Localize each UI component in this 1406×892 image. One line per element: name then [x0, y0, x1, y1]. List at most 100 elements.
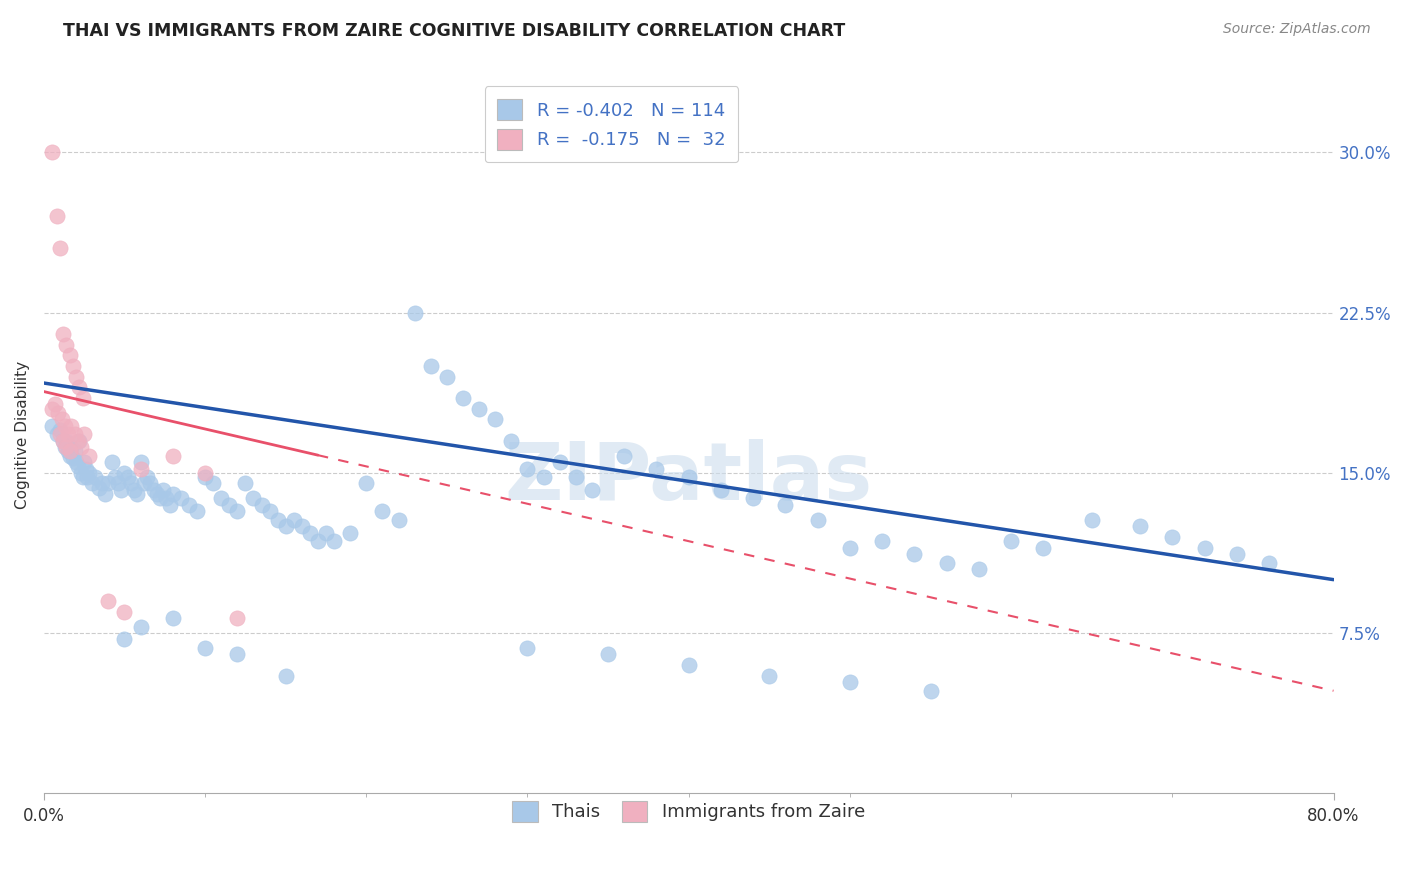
Point: [104, 470, 127, 484]
Point: [710, 483, 733, 497]
Point: [120, 476, 142, 491]
Point: [97, 594, 120, 608]
Point: [226, 611, 249, 625]
Point: [97, 476, 120, 491]
Point: [298, 525, 321, 540]
Point: [274, 669, 297, 683]
Point: [274, 519, 297, 533]
Point: [76, 470, 98, 484]
Point: [129, 455, 152, 469]
Point: [52, 434, 75, 448]
Point: [70, 466, 93, 480]
Point: [129, 620, 152, 634]
Point: [565, 470, 588, 484]
Point: [315, 525, 337, 540]
Point: [49, 427, 72, 442]
Point: [1129, 519, 1152, 533]
Point: [55, 337, 77, 351]
Point: [581, 483, 603, 497]
Point: [114, 632, 136, 647]
Point: [516, 640, 538, 655]
Point: [87, 481, 110, 495]
Point: [758, 669, 780, 683]
Point: [66, 434, 89, 448]
Point: [920, 683, 942, 698]
Point: [1080, 513, 1102, 527]
Point: [170, 491, 193, 506]
Point: [451, 391, 474, 405]
Y-axis label: Cognitive Disability: Cognitive Disability: [15, 361, 30, 509]
Point: [678, 658, 700, 673]
Point: [65, 455, 87, 469]
Point: [177, 498, 200, 512]
Point: [49, 423, 72, 437]
Point: [59, 449, 82, 463]
Point: [226, 648, 249, 662]
Point: [501, 434, 523, 448]
Point: [110, 483, 132, 497]
Point: [84, 470, 107, 484]
Point: [323, 534, 346, 549]
Point: [66, 459, 89, 474]
Point: [59, 444, 82, 458]
Point: [90, 476, 112, 491]
Point: [52, 326, 75, 341]
Point: [67, 434, 90, 448]
Point: [159, 498, 181, 512]
Point: [903, 547, 925, 561]
Point: [194, 466, 217, 480]
Point: [114, 466, 136, 480]
Point: [162, 487, 184, 501]
Point: [266, 513, 288, 527]
Point: [142, 483, 165, 497]
Point: [1032, 541, 1054, 555]
Point: [117, 470, 139, 484]
Point: [114, 605, 136, 619]
Point: [226, 504, 249, 518]
Point: [291, 519, 314, 533]
Point: [202, 476, 225, 491]
Point: [339, 525, 361, 540]
Point: [56, 427, 79, 442]
Point: [73, 427, 96, 442]
Point: [77, 466, 100, 480]
Point: [283, 513, 305, 527]
Point: [60, 440, 83, 454]
Point: [186, 504, 208, 518]
Point: [73, 455, 96, 469]
Point: [122, 483, 145, 497]
Point: [1226, 547, 1249, 561]
Point: [45, 427, 67, 442]
Point: [436, 369, 458, 384]
Point: [72, 470, 94, 484]
Point: [70, 440, 93, 454]
Point: [807, 513, 830, 527]
Point: [250, 498, 273, 512]
Legend: Thais, Immigrants from Zaire: Thais, Immigrants from Zaire: [499, 789, 877, 834]
Point: [149, 491, 172, 506]
Point: [235, 476, 257, 491]
Point: [62, 359, 84, 373]
Point: [59, 348, 82, 362]
Point: [516, 461, 538, 475]
Point: [742, 491, 765, 506]
Point: [194, 640, 217, 655]
Text: Source: ZipAtlas.com: Source: ZipAtlas.com: [1223, 22, 1371, 37]
Point: [107, 476, 129, 491]
Point: [870, 534, 893, 549]
Point: [65, 369, 87, 384]
Point: [67, 380, 90, 394]
Point: [60, 418, 83, 433]
Point: [548, 455, 571, 469]
Point: [77, 449, 100, 463]
Point: [44, 397, 66, 411]
Point: [209, 491, 232, 506]
Point: [162, 449, 184, 463]
Point: [371, 504, 394, 518]
Point: [967, 562, 990, 576]
Point: [41, 145, 63, 160]
Point: [259, 504, 281, 518]
Point: [613, 449, 636, 463]
Point: [82, 476, 104, 491]
Point: [136, 470, 159, 484]
